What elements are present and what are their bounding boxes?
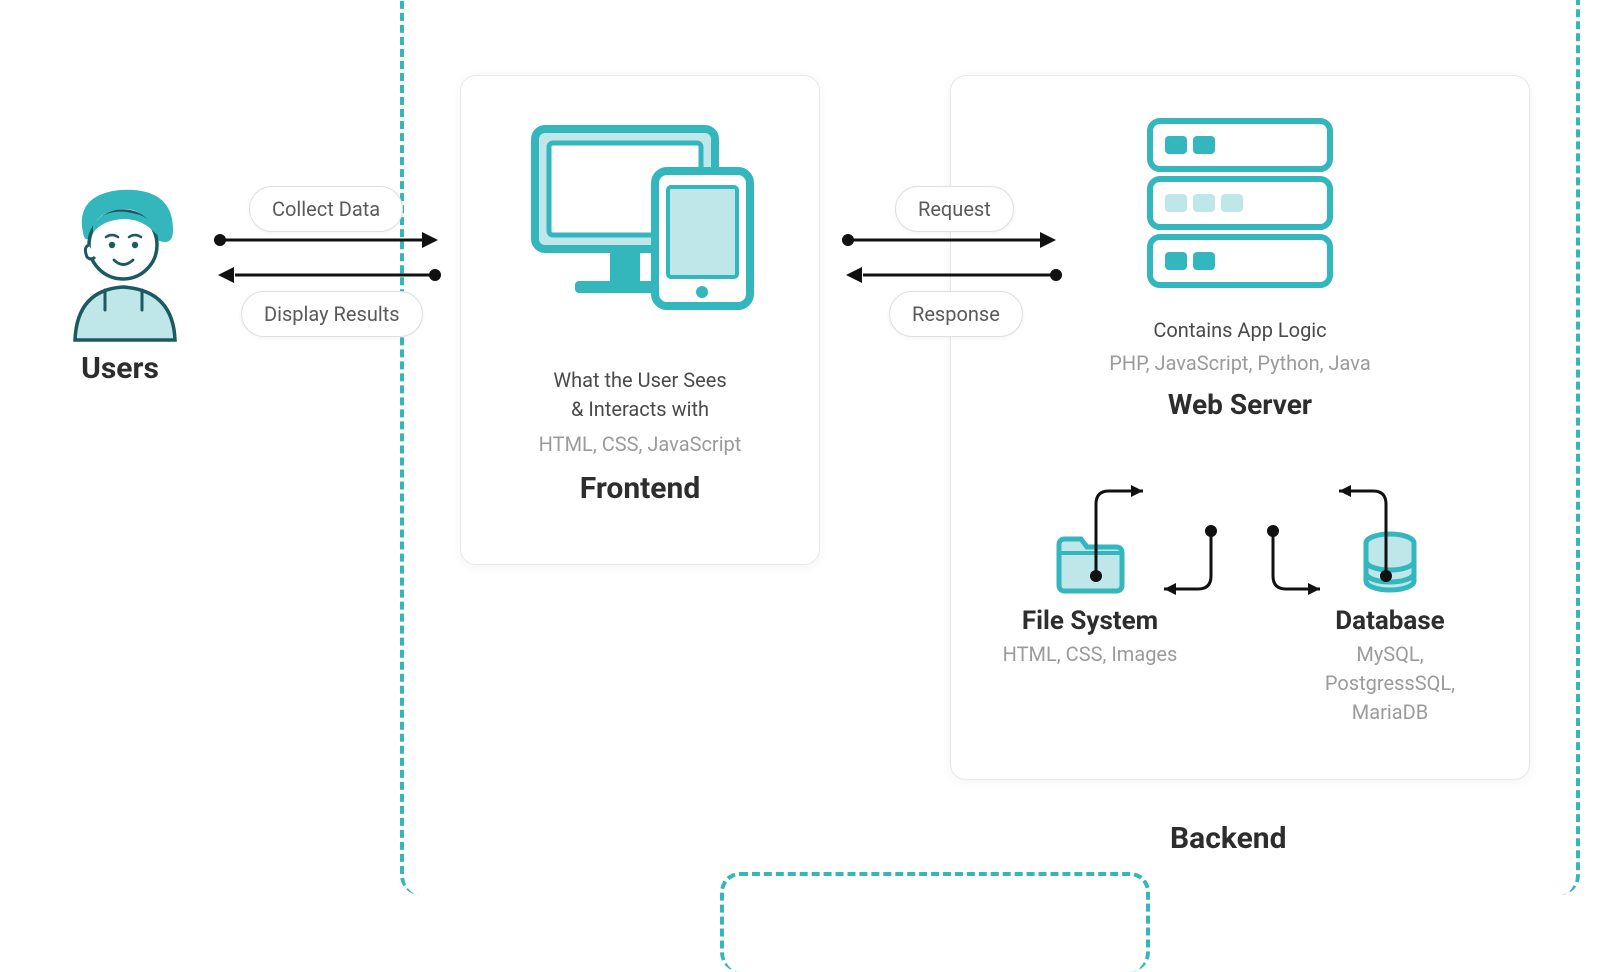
frontend-card: What the User Sees & Interacts with HTML… <box>460 75 820 565</box>
users-block: Users <box>40 175 200 386</box>
sub-boundary <box>720 872 1150 972</box>
backend-connectors <box>981 476 1501 606</box>
devices-icon <box>515 111 765 321</box>
server-icon <box>1135 106 1345 296</box>
frontend-desc-2: & Interacts with <box>571 395 709 424</box>
user-icon <box>45 175 195 345</box>
backend-card: Contains App Logic PHP, JavaScript, Pyth… <box>950 75 1530 780</box>
webserver-title: Web Server <box>1168 388 1312 421</box>
frontend-title: Frontend <box>580 471 700 506</box>
pill-response: Response <box>889 291 1023 337</box>
pill-collect-data: Collect Data <box>249 186 403 232</box>
frontend-icon-block <box>515 106 765 326</box>
frontend-tech: HTML, CSS, JavaScript <box>539 430 742 459</box>
arrow-frontend-backend <box>838 230 1078 295</box>
arrow-users-frontend <box>210 230 450 295</box>
backend-desc: Contains App Logic <box>1153 316 1326 345</box>
users-title: Users <box>81 351 159 386</box>
database-title: Database <box>1335 606 1444 636</box>
backend-tech: PHP, JavaScript, Python, Java <box>1109 349 1370 378</box>
server-icon-block <box>1135 106 1345 296</box>
pill-display-results: Display Results <box>241 291 423 337</box>
pill-request: Request <box>895 186 1014 232</box>
filesystem-title: File System <box>1022 606 1158 636</box>
database-sub: MySQL, PostgressSQL, MariaDB <box>1290 640 1490 727</box>
frontend-desc-1: What the User Sees <box>553 366 726 395</box>
backend-title: Backend <box>1170 821 1286 856</box>
filesystem-sub: HTML, CSS, Images <box>1003 640 1178 669</box>
